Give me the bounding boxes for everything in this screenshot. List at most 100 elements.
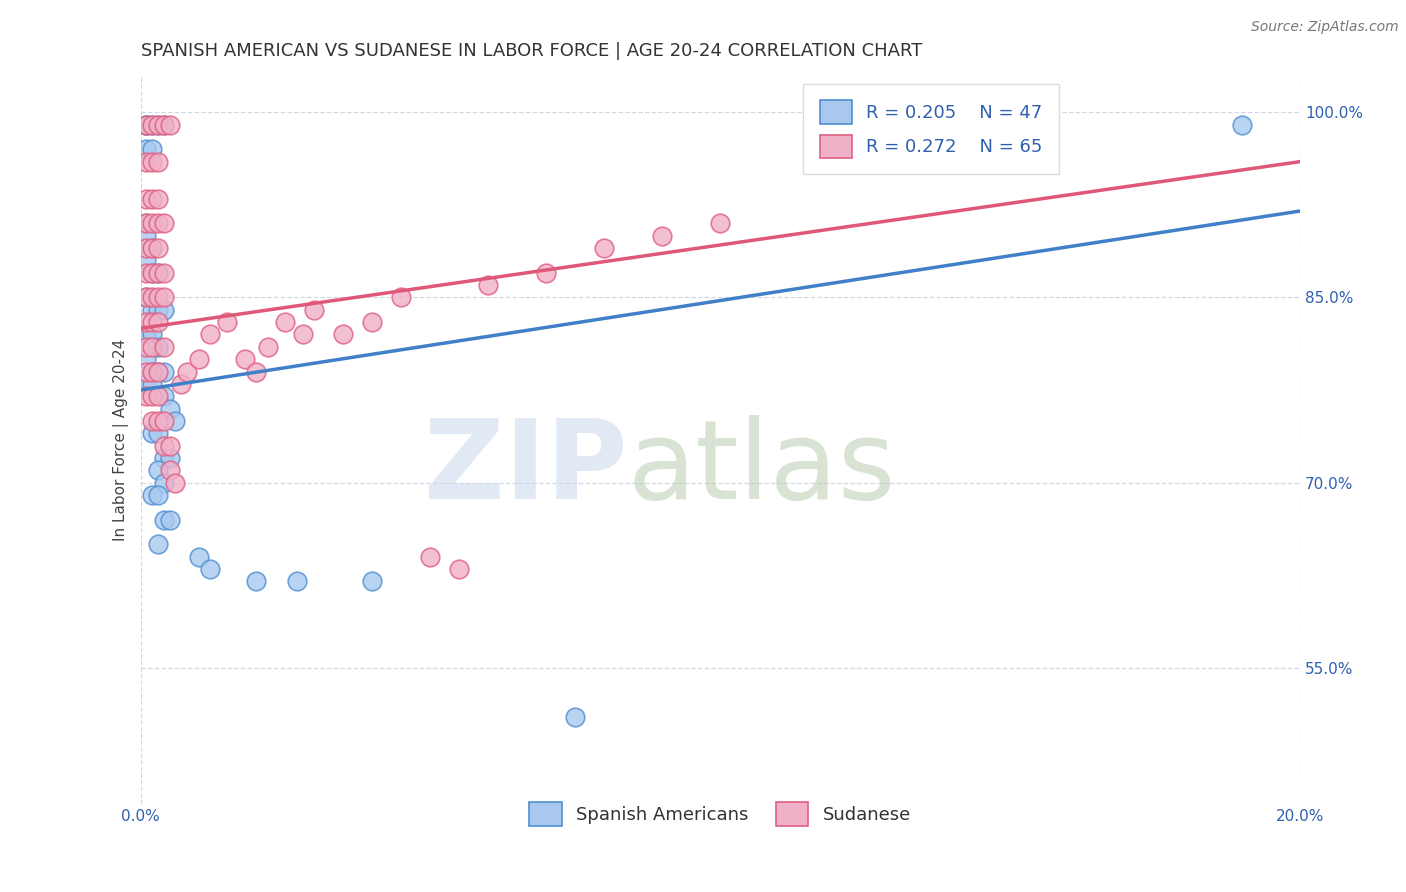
- Point: [152, 389, 174, 403]
- Point: [449, 562, 471, 576]
- Point: [285, 574, 308, 589]
- Text: Source: ZipAtlas.com: Source: ZipAtlas.com: [1251, 20, 1399, 34]
- Point: [176, 365, 198, 379]
- Point: [146, 365, 169, 379]
- Point: [564, 710, 586, 724]
- Point: [152, 475, 174, 490]
- Point: [477, 278, 499, 293]
- Point: [135, 154, 157, 169]
- Point: [135, 253, 157, 268]
- Point: [135, 118, 157, 132]
- Point: [141, 365, 163, 379]
- Point: [141, 488, 163, 502]
- Point: [593, 241, 616, 255]
- Point: [146, 315, 169, 329]
- Point: [141, 426, 163, 441]
- Point: [135, 118, 157, 132]
- Point: [332, 327, 354, 342]
- Point: [146, 463, 169, 477]
- Point: [135, 192, 157, 206]
- Point: [141, 327, 163, 342]
- Point: [159, 439, 181, 453]
- Point: [146, 365, 169, 379]
- Point: [152, 365, 174, 379]
- Point: [152, 266, 174, 280]
- Point: [291, 327, 314, 342]
- Point: [159, 450, 181, 465]
- Point: [419, 549, 441, 564]
- Point: [141, 142, 163, 156]
- Point: [135, 315, 157, 329]
- Point: [159, 463, 181, 477]
- Point: [146, 154, 169, 169]
- Point: [233, 352, 256, 367]
- Point: [709, 216, 731, 230]
- Point: [152, 450, 174, 465]
- Point: [141, 290, 163, 304]
- Point: [135, 118, 157, 132]
- Point: [146, 266, 169, 280]
- Point: [361, 315, 384, 329]
- Point: [135, 340, 157, 354]
- Point: [159, 118, 181, 132]
- Point: [141, 241, 163, 255]
- Point: [245, 365, 267, 379]
- Point: [141, 376, 163, 391]
- Point: [135, 352, 157, 367]
- Point: [651, 228, 673, 243]
- Point: [146, 192, 169, 206]
- Point: [159, 401, 181, 416]
- Point: [141, 302, 163, 317]
- Text: ZIP: ZIP: [425, 415, 627, 522]
- Point: [159, 513, 181, 527]
- Point: [141, 118, 163, 132]
- Point: [146, 241, 169, 255]
- Point: [141, 154, 163, 169]
- Point: [165, 475, 187, 490]
- Point: [152, 290, 174, 304]
- Point: [135, 290, 157, 304]
- Point: [146, 118, 169, 132]
- Point: [135, 142, 157, 156]
- Point: [135, 365, 157, 379]
- Point: [135, 389, 157, 403]
- Point: [146, 266, 169, 280]
- Point: [135, 376, 157, 391]
- Point: [141, 216, 163, 230]
- Point: [152, 118, 174, 132]
- Point: [217, 315, 239, 329]
- Point: [146, 426, 169, 441]
- Point: [152, 414, 174, 428]
- Point: [152, 439, 174, 453]
- Point: [135, 216, 157, 230]
- Point: [165, 414, 187, 428]
- Point: [198, 562, 221, 576]
- Point: [1230, 118, 1253, 132]
- Point: [146, 302, 169, 317]
- Point: [141, 340, 163, 354]
- Point: [146, 488, 169, 502]
- Point: [141, 192, 163, 206]
- Point: [141, 266, 163, 280]
- Text: atlas: atlas: [627, 415, 896, 522]
- Point: [391, 290, 413, 304]
- Point: [198, 327, 221, 342]
- Point: [245, 574, 267, 589]
- Point: [536, 266, 558, 280]
- Point: [141, 365, 163, 379]
- Point: [304, 302, 326, 317]
- Point: [135, 290, 157, 304]
- Point: [152, 302, 174, 317]
- Point: [135, 327, 157, 342]
- Point: [146, 290, 169, 304]
- Point: [141, 266, 163, 280]
- Point: [274, 315, 297, 329]
- Point: [170, 376, 193, 391]
- Point: [257, 340, 280, 354]
- Y-axis label: In Labor Force | Age 20-24: In Labor Force | Age 20-24: [114, 338, 129, 541]
- Point: [146, 340, 169, 354]
- Point: [135, 241, 157, 255]
- Point: [152, 340, 174, 354]
- Point: [146, 414, 169, 428]
- Point: [187, 549, 209, 564]
